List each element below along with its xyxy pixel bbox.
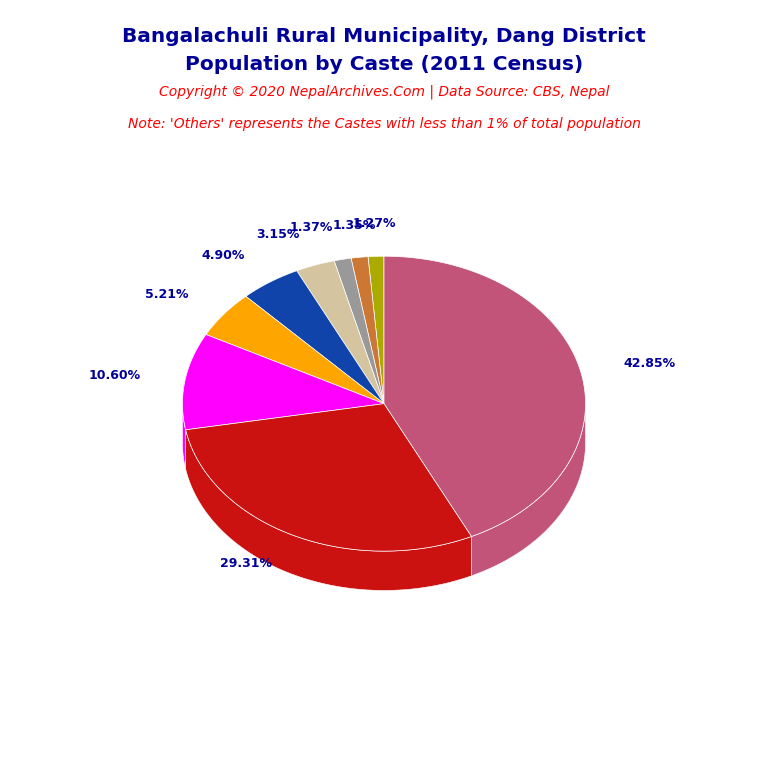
Polygon shape — [183, 401, 186, 469]
Text: 42.85%: 42.85% — [624, 357, 676, 370]
Polygon shape — [246, 271, 384, 404]
Text: Copyright © 2020 NepalArchives.Com | Data Source: CBS, Nepal: Copyright © 2020 NepalArchives.Com | Dat… — [159, 84, 609, 99]
Text: 3.15%: 3.15% — [257, 228, 300, 241]
Polygon shape — [296, 261, 384, 404]
Text: 10.60%: 10.60% — [89, 369, 141, 382]
Polygon shape — [186, 404, 472, 551]
Text: 1.27%: 1.27% — [353, 217, 396, 230]
Polygon shape — [472, 402, 585, 576]
Text: 1.35%: 1.35% — [333, 219, 376, 232]
Text: 29.31%: 29.31% — [220, 558, 273, 571]
Text: 4.90%: 4.90% — [201, 249, 245, 262]
Polygon shape — [368, 257, 384, 404]
Text: Note: 'Others' represents the Castes with less than 1% of total population: Note: 'Others' represents the Castes wit… — [127, 117, 641, 131]
Text: Population by Caste (2011 Census): Population by Caste (2011 Census) — [185, 55, 583, 74]
Polygon shape — [334, 258, 384, 404]
Polygon shape — [186, 430, 472, 591]
Text: Bangalachuli Rural Municipality, Dang District: Bangalachuli Rural Municipality, Dang Di… — [122, 27, 646, 46]
Polygon shape — [206, 296, 384, 404]
Polygon shape — [351, 257, 384, 404]
Text: 1.37%: 1.37% — [290, 221, 333, 234]
Polygon shape — [183, 335, 384, 430]
Text: 5.21%: 5.21% — [145, 288, 188, 301]
Polygon shape — [384, 257, 585, 537]
